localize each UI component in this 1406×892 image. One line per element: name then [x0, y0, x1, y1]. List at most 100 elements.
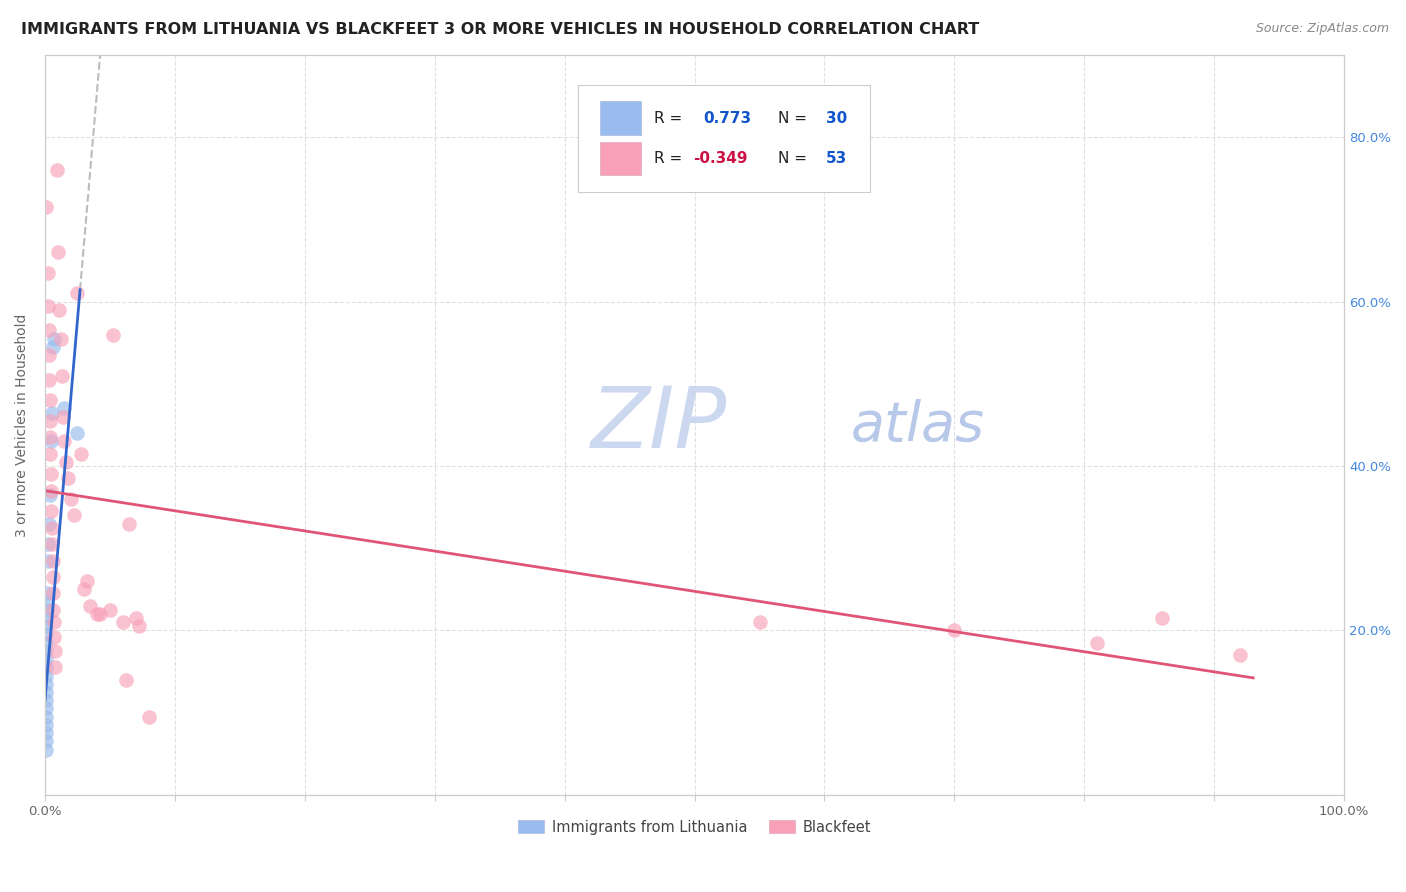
- Point: [45, 163, 67, 178]
- Text: 0.773: 0.773: [703, 111, 752, 126]
- Point: [111, 615, 134, 629]
- Point: [101, 327, 124, 342]
- Point: [748, 615, 770, 629]
- Point: [34, 677, 56, 691]
- Point: [34, 693, 56, 707]
- FancyBboxPatch shape: [578, 85, 870, 192]
- Point: [114, 673, 136, 687]
- Point: [34, 742, 56, 756]
- Point: [66, 426, 89, 441]
- Point: [42, 615, 65, 629]
- Point: [79, 599, 101, 613]
- Point: [118, 516, 141, 531]
- Point: [1152, 611, 1174, 625]
- Point: [34, 709, 56, 723]
- Point: [1085, 635, 1108, 649]
- Text: IMMIGRANTS FROM LITHUANIA VS BLACKFEET 3 OR MORE VEHICLES IN HOUSEHOLD CORRELATI: IMMIGRANTS FROM LITHUANIA VS BLACKFEET 3…: [21, 22, 980, 37]
- Text: R =: R =: [654, 111, 688, 126]
- Point: [41, 521, 63, 535]
- Point: [42, 586, 65, 600]
- Point: [38, 373, 60, 387]
- Bar: [600, 102, 641, 135]
- Point: [38, 393, 60, 408]
- Point: [73, 582, 96, 597]
- Point: [37, 299, 59, 313]
- Text: ZIP: ZIP: [591, 384, 727, 467]
- Point: [52, 409, 75, 424]
- Text: R =: R =: [654, 151, 688, 166]
- Point: [37, 537, 59, 551]
- Point: [125, 611, 148, 625]
- Point: [44, 644, 66, 658]
- Point: [49, 332, 72, 346]
- Point: [38, 488, 60, 502]
- Point: [44, 660, 66, 674]
- Point: [42, 340, 65, 354]
- Point: [89, 607, 111, 621]
- Point: [34, 718, 56, 732]
- Point: [34, 644, 56, 658]
- Text: N =: N =: [778, 151, 811, 166]
- Point: [58, 471, 80, 485]
- Point: [86, 607, 108, 621]
- Point: [37, 553, 59, 567]
- Point: [42, 630, 65, 644]
- Point: [138, 709, 160, 723]
- Point: [39, 467, 62, 482]
- Point: [34, 734, 56, 748]
- Text: 53: 53: [825, 151, 846, 166]
- Point: [76, 574, 98, 588]
- Point: [41, 504, 63, 518]
- Point: [41, 434, 63, 449]
- Point: [943, 624, 966, 638]
- Point: [35, 627, 58, 641]
- Point: [34, 701, 56, 715]
- Point: [98, 603, 121, 617]
- Point: [48, 302, 70, 317]
- Point: [62, 508, 84, 523]
- Point: [39, 483, 62, 498]
- Point: [41, 406, 63, 420]
- Point: [55, 455, 77, 469]
- Point: [35, 200, 58, 214]
- Point: [38, 516, 60, 531]
- Point: [39, 447, 62, 461]
- Point: [35, 619, 58, 633]
- Point: [51, 368, 73, 383]
- Text: 30: 30: [825, 111, 846, 126]
- Point: [42, 332, 65, 346]
- Text: atlas: atlas: [851, 399, 984, 451]
- Point: [128, 619, 150, 633]
- Point: [42, 570, 65, 584]
- Point: [66, 286, 89, 301]
- Point: [38, 348, 60, 362]
- Point: [41, 537, 63, 551]
- Point: [53, 434, 76, 449]
- Text: Source: ZipAtlas.com: Source: ZipAtlas.com: [1256, 22, 1389, 36]
- Point: [37, 266, 59, 280]
- Point: [35, 594, 58, 608]
- Point: [35, 603, 58, 617]
- Point: [1229, 648, 1251, 662]
- Point: [70, 447, 93, 461]
- Point: [34, 660, 56, 674]
- Point: [42, 603, 65, 617]
- Point: [34, 726, 56, 740]
- Point: [35, 635, 58, 649]
- Point: [46, 245, 69, 260]
- Point: [38, 323, 60, 337]
- Point: [35, 611, 58, 625]
- Bar: [600, 142, 641, 176]
- Y-axis label: 3 or more Vehicles in Household: 3 or more Vehicles in Household: [15, 313, 30, 537]
- Point: [38, 414, 60, 428]
- Point: [59, 491, 82, 506]
- Point: [41, 553, 63, 567]
- Point: [34, 668, 56, 682]
- Point: [39, 430, 62, 444]
- Point: [37, 586, 59, 600]
- Point: [53, 401, 76, 416]
- Point: [34, 685, 56, 699]
- Point: [34, 652, 56, 666]
- Text: -0.349: -0.349: [693, 151, 748, 166]
- Legend: Immigrants from Lithuania, Blackfeet: Immigrants from Lithuania, Blackfeet: [512, 814, 877, 840]
